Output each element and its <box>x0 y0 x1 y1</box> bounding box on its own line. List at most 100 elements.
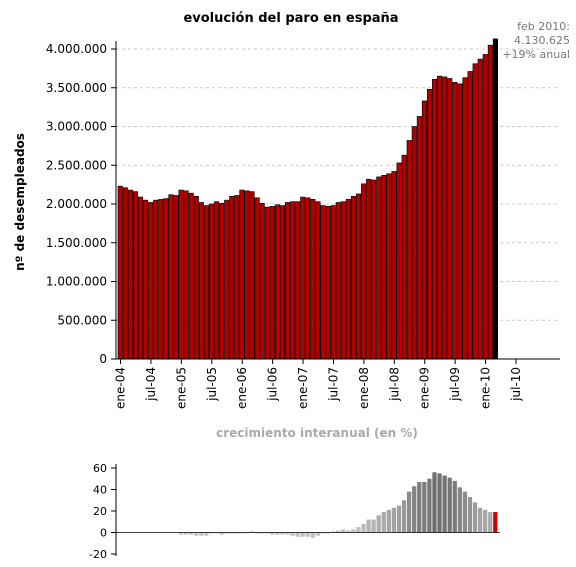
growth-y-tick-label: 0 <box>100 527 107 540</box>
growth-bar <box>366 519 371 533</box>
main-bar <box>447 78 453 360</box>
growth-bar <box>234 532 239 534</box>
growth-bar <box>351 529 356 533</box>
main-chart-title: evolución del paro en españa <box>183 11 398 26</box>
annotation-line-1: feb 2010: <box>517 20 570 33</box>
main-bar <box>320 205 326 360</box>
annotation-line-2: 4.130.625 <box>514 34 570 47</box>
main-bar <box>310 199 316 360</box>
main-bar <box>426 89 433 360</box>
growth-bar <box>447 477 452 533</box>
main-x-tick-labels: ene-04 jul-04 ene-05 jul-05 ene-06 jul-06 ene-… <box>114 359 523 409</box>
growth-bar <box>325 532 331 534</box>
main-bar <box>432 78 438 360</box>
main-bar <box>437 75 443 360</box>
main-x-tick-label: ene-07 <box>296 367 310 409</box>
growth-bar <box>219 532 224 535</box>
growth-y-tick-labels: -20 0 20 40 60 <box>89 462 116 561</box>
main-bar <box>330 205 336 360</box>
growth-bar <box>432 472 437 533</box>
growth-bar <box>336 530 341 533</box>
growth-bar <box>457 487 462 533</box>
main-x-tick-label: jul-10 <box>509 367 523 402</box>
growth-bar <box>341 529 346 533</box>
main-bar <box>361 183 367 360</box>
growth-bar <box>285 532 290 535</box>
main-bar <box>158 199 164 360</box>
main-bar <box>381 175 387 360</box>
growth-bar <box>270 532 275 535</box>
growth-bar <box>462 491 468 533</box>
main-bar <box>411 126 417 360</box>
growth-bar <box>477 507 483 533</box>
growth-y-tick-label: 40 <box>93 484 107 497</box>
main-bar <box>122 187 128 360</box>
main-bar <box>350 195 356 360</box>
growth-y-tick-label: 20 <box>93 505 107 518</box>
growth-bar <box>396 505 402 533</box>
main-bar <box>148 202 154 360</box>
main-bar <box>295 201 301 360</box>
main-bar <box>290 201 296 360</box>
main-x-tick-label: ene-09 <box>418 367 432 409</box>
growth-bar <box>406 491 412 533</box>
main-bar <box>132 191 138 360</box>
main-y-tick-label: 1.500.000 <box>46 236 107 250</box>
growth-bar <box>244 532 250 534</box>
growth-bar <box>381 512 386 533</box>
main-bar <box>214 201 220 360</box>
growth-y-tick-label: -20 <box>89 548 107 561</box>
main-x-tick-label: ene-05 <box>174 367 188 409</box>
main-bar <box>335 202 341 360</box>
growth-bar <box>483 509 488 533</box>
main-bar <box>264 206 270 360</box>
growth-bar <box>356 527 361 533</box>
main-x-tick-label: jul-04 <box>144 367 158 402</box>
main-bar <box>117 185 123 360</box>
growth-bar <box>300 532 305 537</box>
growth-bar <box>183 532 189 535</box>
main-y-tick-label: 500.000 <box>57 313 107 327</box>
growth-bar <box>239 532 244 534</box>
growth-bar <box>386 509 391 533</box>
growth-bar <box>204 532 209 536</box>
main-bar <box>401 154 407 360</box>
growth-bar <box>488 512 493 533</box>
growth-bar <box>295 532 300 537</box>
main-bar <box>203 205 209 360</box>
growth-bar <box>290 532 295 536</box>
growth-bar <box>391 507 397 533</box>
main-x-tick-label: jul-09 <box>448 367 462 402</box>
main-x-tick-label: ene-06 <box>235 367 249 409</box>
main-bar <box>234 195 240 360</box>
main-bar <box>300 196 306 360</box>
main-bar <box>137 196 144 360</box>
main-bars <box>117 38 498 360</box>
main-bar <box>285 202 291 360</box>
growth-axes <box>115 464 500 556</box>
main-bar <box>305 197 311 360</box>
growth-bar <box>188 532 194 535</box>
growth-bar <box>275 532 280 535</box>
main-bar <box>391 171 397 360</box>
growth-bar-highlight <box>493 512 498 533</box>
main-bar <box>254 197 260 360</box>
main-y-tick-label: 2.500.000 <box>46 158 107 172</box>
main-bar <box>259 202 265 360</box>
main-bar <box>416 116 422 360</box>
main-bar <box>163 198 169 360</box>
growth-bars <box>178 472 498 538</box>
growth-bar <box>412 486 417 533</box>
main-bar <box>467 71 473 360</box>
main-y-tick-label: 0 <box>99 352 107 366</box>
growth-bar <box>376 515 381 533</box>
main-bar <box>239 189 245 360</box>
main-y-tick-label: 4.000.000 <box>46 42 107 56</box>
growth-bar <box>254 532 260 534</box>
main-bar <box>249 191 255 360</box>
main-bar <box>188 192 194 360</box>
main-bar <box>178 189 184 360</box>
growth-bar <box>280 532 285 535</box>
growth-bar <box>427 478 432 533</box>
main-bar <box>376 176 382 360</box>
